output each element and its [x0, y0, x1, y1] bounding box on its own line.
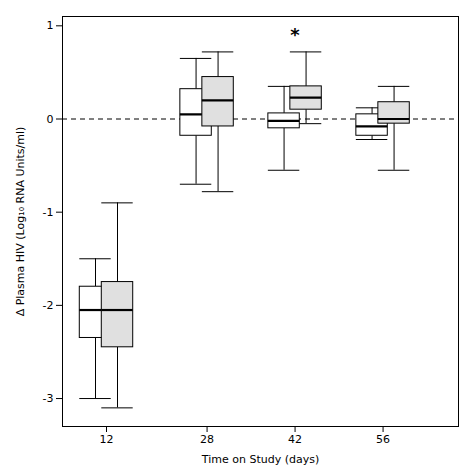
svg-text:-3: -3 — [43, 392, 54, 405]
svg-text:0: 0 — [47, 113, 54, 126]
svg-text:12: 12 — [100, 433, 114, 446]
svg-text:-2: -2 — [43, 299, 54, 312]
svg-text:1: 1 — [47, 19, 54, 32]
svg-text:*: * — [290, 24, 300, 45]
svg-text:Δ Plasma HIV (Log₁₀ RNA Units/: Δ Plasma HIV (Log₁₀ RNA Units/ml) — [14, 127, 27, 317]
svg-text:56: 56 — [376, 433, 390, 446]
svg-text:42: 42 — [288, 433, 302, 446]
svg-text:Time on Study (days): Time on Study (days) — [201, 453, 319, 466]
svg-text:-1: -1 — [43, 206, 54, 219]
svg-text:28: 28 — [200, 433, 214, 446]
